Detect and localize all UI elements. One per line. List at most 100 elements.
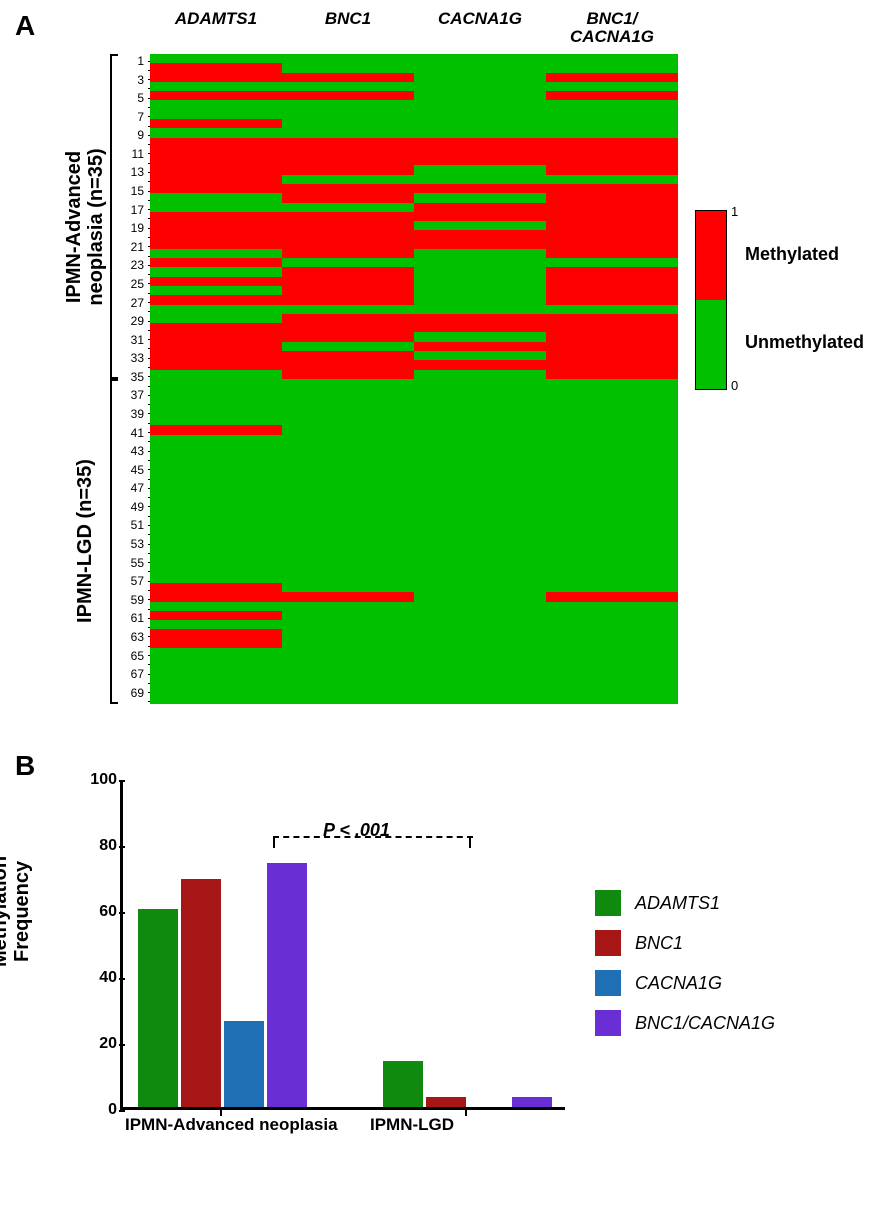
heatmap-cell (546, 592, 678, 601)
bar (267, 863, 307, 1107)
heatmap-row (150, 425, 678, 434)
column-header: BNC1/CACNA1G (546, 10, 678, 46)
heatmap-cell (282, 73, 414, 82)
heatmap-row (150, 676, 678, 685)
column-headers: ADAMTS1BNC1CACNA1GBNC1/CACNA1G (150, 10, 678, 46)
heatmap-row (150, 574, 678, 583)
heatmap-cell (150, 564, 282, 573)
heatmap-cell (150, 481, 282, 490)
heatmap-cell (282, 685, 414, 694)
legend-item: CACNA1G (595, 970, 775, 996)
heatmap-cell (282, 305, 414, 314)
heatmap-row (150, 620, 678, 629)
heatmap-cell (414, 407, 546, 416)
heatmap-cell (282, 91, 414, 100)
heatmap-cell (414, 490, 546, 499)
heatmap-cell (150, 82, 282, 91)
heatmap-cell (150, 360, 282, 369)
group-label: IPMN-LGD (n=35) (74, 411, 96, 671)
y-tick: 47 (120, 481, 148, 495)
bar (512, 1097, 552, 1107)
heatmap-cell (150, 212, 282, 221)
heatmap-cell (546, 564, 678, 573)
heatmap-cell (282, 54, 414, 63)
y-tick: 41 (120, 426, 148, 440)
heatmap-cell (414, 676, 546, 685)
heatmap-row (150, 472, 678, 481)
heatmap-cell (414, 138, 546, 147)
heatmap-cell (282, 472, 414, 481)
heatmap-cell (546, 91, 678, 100)
heatmap-row (150, 583, 678, 592)
significance-label: P < .001 (323, 820, 390, 841)
heatmap-cell (546, 110, 678, 119)
heatmap-cell (282, 667, 414, 676)
heatmap-cell (150, 667, 282, 676)
heatmap-cell (414, 472, 546, 481)
heatmap-row (150, 648, 678, 657)
y-tick: 5 (120, 91, 148, 105)
heatmap-row (150, 249, 678, 258)
heatmap-cell (546, 323, 678, 332)
heatmap-cell (546, 425, 678, 434)
legend-methylated-label: Methylated (745, 244, 839, 265)
heatmap-row (150, 537, 678, 546)
heatmap-cell (150, 332, 282, 341)
heatmap-row (150, 388, 678, 397)
legend-unmethylated-label: Unmethylated (745, 332, 864, 353)
heatmap-cell (282, 258, 414, 267)
heatmap-cell (546, 370, 678, 379)
legend-label: CACNA1G (635, 973, 722, 994)
legend-swatch (595, 930, 621, 956)
heatmap-cell (546, 481, 678, 490)
heatmap-cell (546, 314, 678, 323)
heatmap-cell (546, 657, 678, 666)
heatmap-cell (414, 648, 546, 657)
heatmap-cell (546, 175, 678, 184)
heatmap-cell (150, 156, 282, 165)
heatmap-row (150, 592, 678, 601)
y-tick: 7 (120, 110, 148, 124)
heatmap-cell (414, 435, 546, 444)
heatmap-cell (414, 184, 546, 193)
heatmap-cell (414, 286, 546, 295)
heatmap-row (150, 639, 678, 648)
heatmap-cell (546, 63, 678, 72)
heatmap-cell (282, 583, 414, 592)
heatmap-row (150, 230, 678, 239)
heatmap-cell (546, 221, 678, 230)
heatmap-cell (546, 156, 678, 165)
legend-swatch (595, 970, 621, 996)
heatmap-cell (414, 119, 546, 128)
heatmap-cell (282, 453, 414, 462)
heatmap-cell (282, 212, 414, 221)
heatmap-cell (282, 500, 414, 509)
heatmap-cell (282, 509, 414, 518)
heatmap-cell (546, 546, 678, 555)
heatmap-row (150, 685, 678, 694)
heatmap-cell (282, 574, 414, 583)
heatmap-cell (414, 685, 546, 694)
heatmap-cell (414, 462, 546, 471)
heatmap-row (150, 500, 678, 509)
heatmap-cell (282, 629, 414, 638)
heatmap-cell (282, 592, 414, 601)
heatmap-cell (414, 555, 546, 564)
legend-label: BNC1 (635, 933, 683, 954)
heatmap-cell (546, 184, 678, 193)
heatmap-row (150, 602, 678, 611)
heatmap-cell (546, 342, 678, 351)
x-axis-label: IPMN-Advanced neoplasia (125, 1115, 338, 1135)
heatmap-cell (546, 100, 678, 109)
y-tick: 37 (120, 388, 148, 402)
heatmap-row (150, 277, 678, 286)
heatmap-cell (546, 611, 678, 620)
chart-plot-area: P < .001 (120, 780, 565, 1110)
heatmap-cell (414, 602, 546, 611)
heatmap-cell (150, 351, 282, 360)
heatmap-cell (282, 165, 414, 174)
heatmap-cell (282, 555, 414, 564)
heatmap-cell (546, 138, 678, 147)
heatmap-cell (546, 397, 678, 406)
heatmap-cell (282, 100, 414, 109)
